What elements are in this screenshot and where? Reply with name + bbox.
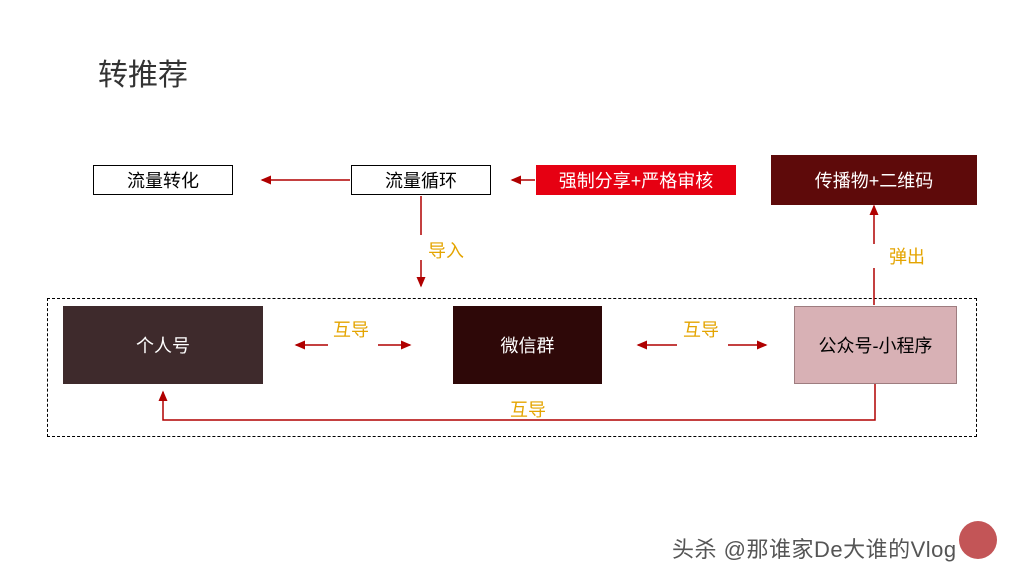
- node-personal: 个人号: [63, 306, 263, 384]
- label-hudao-1: 互导: [333, 316, 369, 342]
- label-hudao-2: 互导: [683, 316, 719, 342]
- node-traffic-convert: 流量转化: [93, 165, 233, 195]
- node-force-share: 强制分享+严格审核: [536, 165, 736, 195]
- page-title: 转推荐: [98, 50, 188, 94]
- label-tanchu: 弹出: [889, 243, 925, 269]
- watermark-text: 头杀 @那谁家De大谁的Vlog: [672, 532, 957, 564]
- label-hudao-3: 互导: [510, 396, 546, 422]
- watermark-circle: [959, 521, 997, 559]
- label-daoru: 导入: [428, 237, 464, 263]
- node-official-mini: 公众号-小程序: [794, 306, 957, 384]
- node-traffic-loop: 流量循环: [351, 165, 491, 195]
- node-spread-qr: 传播物+二维码: [771, 155, 977, 205]
- node-wechat-group: 微信群: [453, 306, 602, 384]
